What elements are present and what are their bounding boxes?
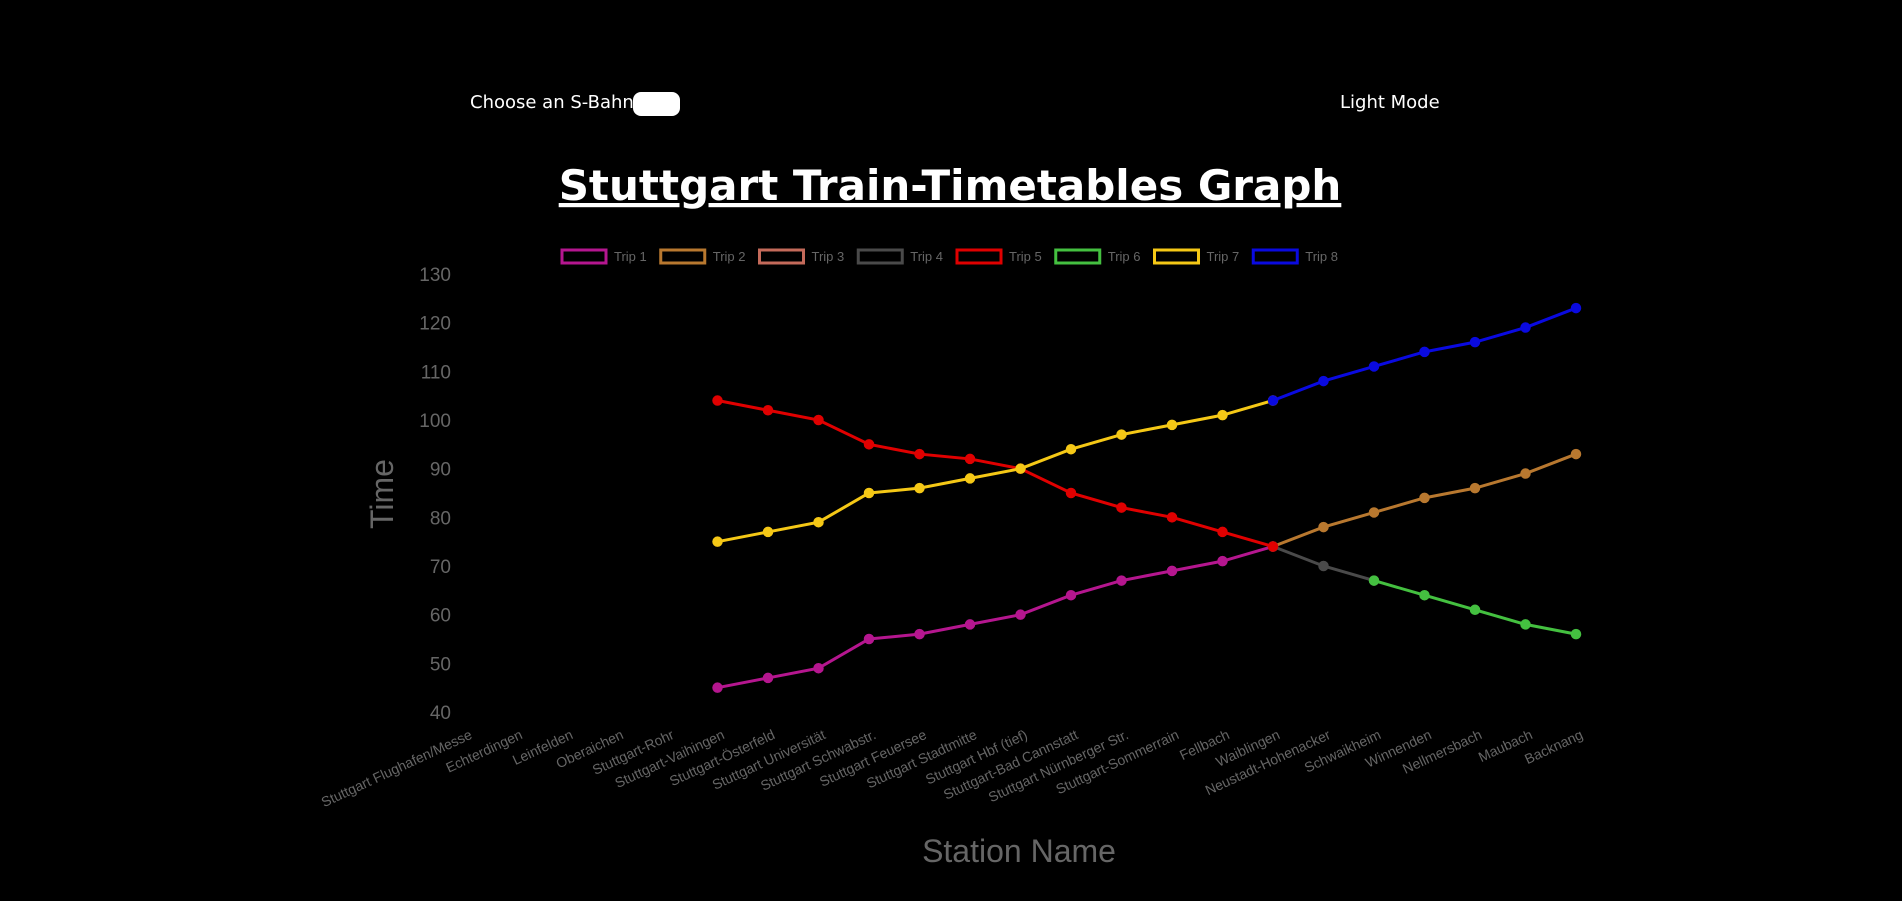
y-tick-label: 100 xyxy=(419,411,451,432)
data-point xyxy=(863,633,875,645)
data-point xyxy=(762,672,774,684)
data-point xyxy=(863,487,875,499)
data-point xyxy=(1469,336,1481,348)
legend: Trip 1 Trip 2 Trip 3 Trip 4 Trip 5 Trip 6 Trip… xyxy=(560,248,1338,265)
data-point xyxy=(863,439,875,450)
y-tick-label: 50 xyxy=(430,654,451,675)
legend-label: Trip 8 xyxy=(1305,249,1338,264)
data-point xyxy=(712,536,723,547)
data-point xyxy=(1419,346,1430,358)
mode-toggle[interactable]: Light Mode xyxy=(1340,92,1440,113)
y-tick-label: 130 xyxy=(419,265,451,286)
data-point xyxy=(1570,302,1582,314)
legend-label: Trip 7 xyxy=(1207,249,1240,264)
y-axis-title: Time xyxy=(364,459,400,529)
data-point xyxy=(1318,375,1329,387)
legend-label: Trip 1 xyxy=(614,249,647,264)
data-point xyxy=(1065,443,1077,455)
data-point xyxy=(712,395,723,406)
data-point xyxy=(1318,560,1329,572)
series-line xyxy=(717,545,1274,690)
legend-swatch xyxy=(856,248,904,265)
data-point xyxy=(1469,604,1481,616)
y-tick-label: 110 xyxy=(421,362,451,383)
legend-label: Trip 2 xyxy=(713,249,746,264)
data-point xyxy=(762,526,774,538)
legend-swatch xyxy=(560,248,608,265)
chart-title: Stuttgart Train-Timetables Graph xyxy=(559,161,1342,210)
legend-swatch xyxy=(955,248,1003,265)
data-point xyxy=(1116,429,1127,440)
legend-label: Trip 4 xyxy=(910,249,943,264)
data-point xyxy=(1217,526,1228,538)
data-point xyxy=(1469,482,1481,494)
data-point xyxy=(1267,541,1279,552)
data-point xyxy=(762,405,774,416)
y-tick-label: 70 xyxy=(430,557,451,578)
x-axis-title: Station Name xyxy=(922,833,1116,869)
data-point xyxy=(1217,409,1228,421)
data-point xyxy=(1368,507,1380,518)
data-point xyxy=(1015,463,1026,474)
y-tick-label: 90 xyxy=(430,460,451,481)
select-label: Choose an S-Bahn: xyxy=(470,92,640,113)
data-point xyxy=(914,448,925,460)
y-tick-label: 40 xyxy=(430,703,451,724)
data-point xyxy=(964,453,976,465)
legend-swatch xyxy=(1251,248,1299,265)
data-point xyxy=(914,628,925,640)
data-point xyxy=(813,662,824,674)
legend-label: Trip 5 xyxy=(1009,249,1042,264)
data-point xyxy=(1419,492,1430,504)
y-tick-label: 120 xyxy=(419,314,451,335)
data-point xyxy=(1570,628,1582,640)
line-select[interactable]: S3 xyxy=(633,92,680,116)
data-point xyxy=(1015,609,1026,620)
data-point xyxy=(1520,619,1531,630)
data-point xyxy=(1419,589,1430,601)
legend-swatch xyxy=(1153,248,1200,265)
data-point xyxy=(1166,565,1178,577)
data-point xyxy=(1570,448,1582,460)
x-tick-label: Backnang xyxy=(1522,726,1585,767)
data-point xyxy=(1116,575,1127,586)
data-point xyxy=(964,619,976,630)
data-point xyxy=(1318,521,1329,533)
series-line xyxy=(717,399,1274,548)
data-point xyxy=(813,516,824,528)
y-tick-label: 60 xyxy=(430,606,451,627)
data-point xyxy=(1368,361,1380,372)
data-point xyxy=(1116,502,1127,513)
data-point xyxy=(1368,575,1380,586)
legend-label: Trip 6 xyxy=(1108,249,1141,264)
legend-swatch xyxy=(758,248,805,265)
y-tick-label: 80 xyxy=(430,508,451,529)
data-point xyxy=(914,482,925,494)
data-point xyxy=(1520,468,1531,479)
data-point xyxy=(712,682,723,693)
legend-swatch xyxy=(1054,248,1102,265)
data-point xyxy=(1166,419,1178,431)
data-point xyxy=(1520,322,1531,333)
legend-swatch xyxy=(659,248,707,265)
data-point xyxy=(813,414,824,426)
data-point xyxy=(1217,555,1228,567)
data-point xyxy=(964,473,976,484)
legend-label: Trip 3 xyxy=(812,249,845,264)
data-point xyxy=(1267,395,1279,406)
series-line xyxy=(717,399,1274,544)
data-point xyxy=(1065,487,1077,499)
data-point xyxy=(1065,589,1077,601)
data-point xyxy=(1166,512,1178,523)
